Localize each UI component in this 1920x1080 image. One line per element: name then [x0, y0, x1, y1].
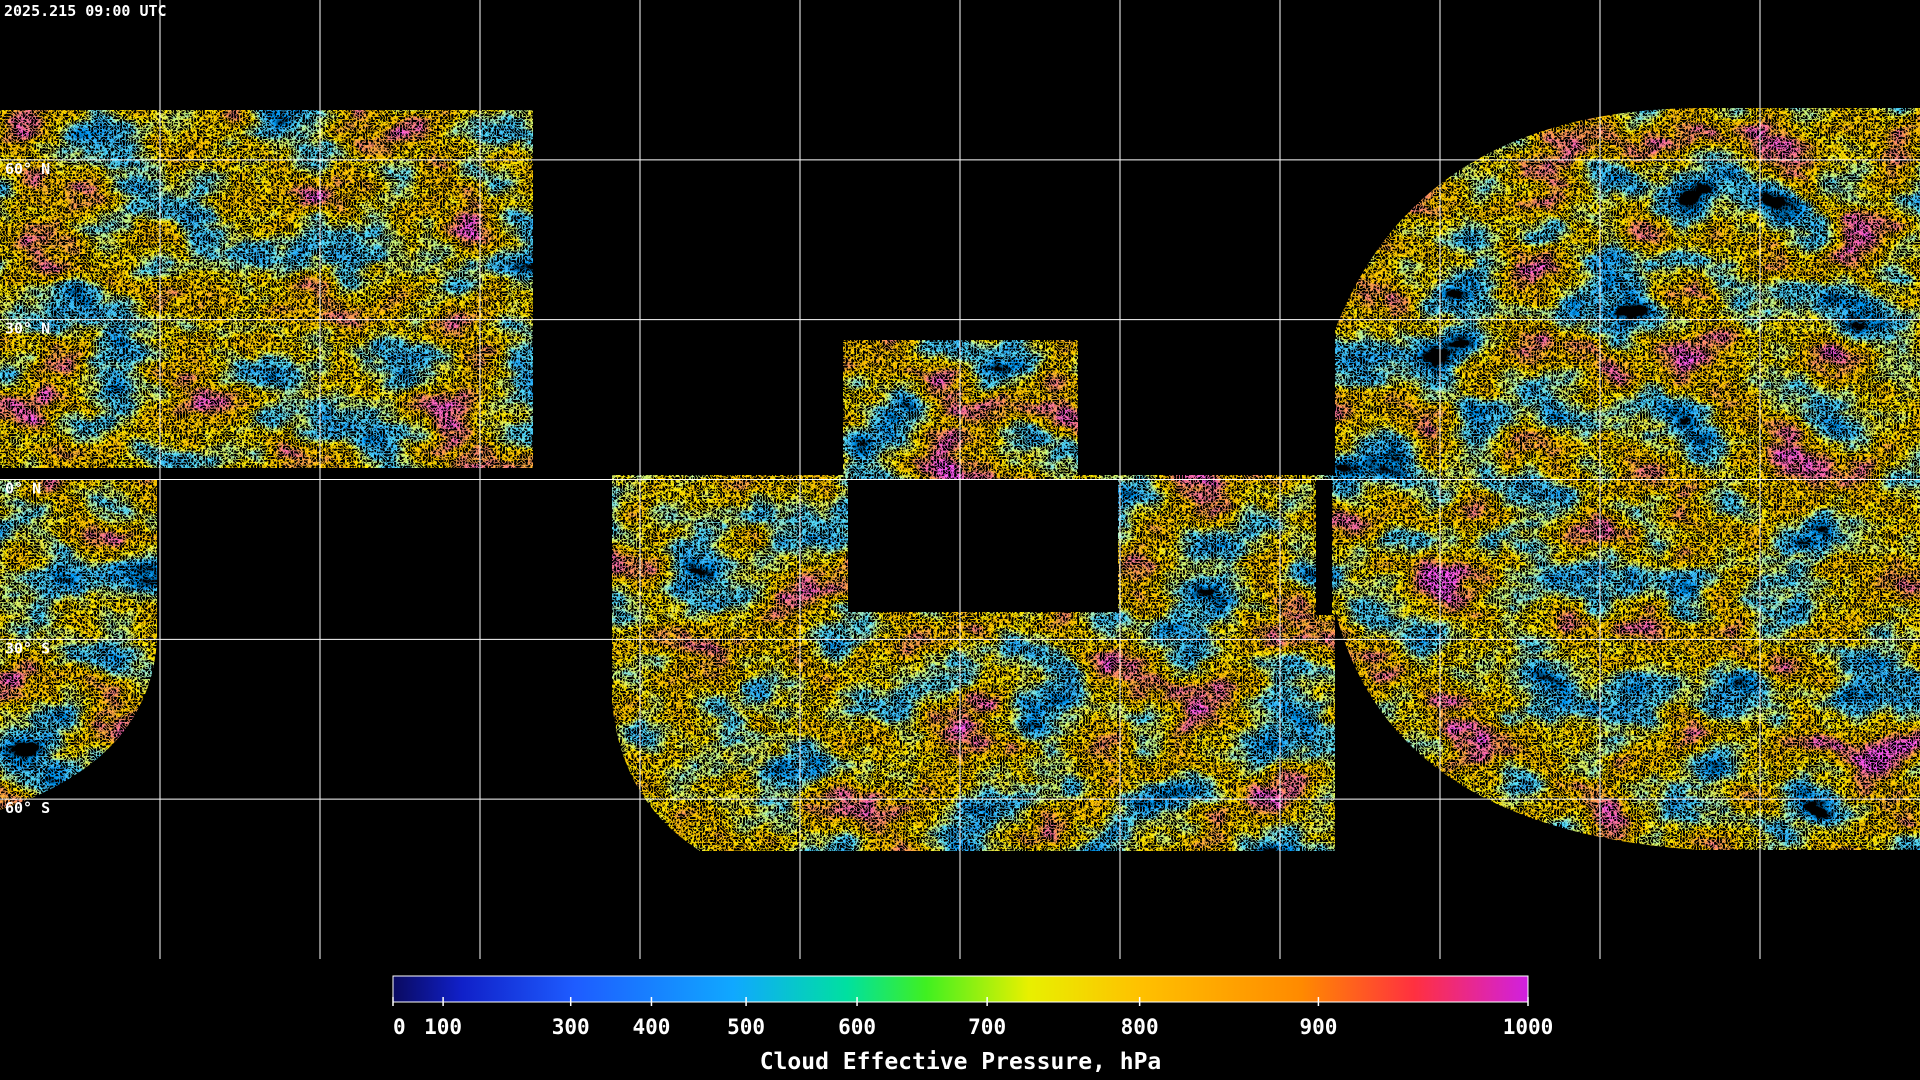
colorbar: 0 100 300 400 500 600 700 800 900 1000 Cloud Effec…	[392, 975, 1554, 1075]
timestamp: 2025.215 09:00 UTC	[4, 2, 167, 20]
colorbar-tick-label: 100	[424, 1015, 462, 1039]
colorbar-title: Cloud Effective Pressure, hPa	[760, 1049, 1162, 1075]
latitude-label: 30° N	[5, 320, 50, 338]
colorbar-tick-label: 800	[1121, 1015, 1159, 1039]
colorbar-tick-label: 300	[552, 1015, 590, 1039]
colorbar-scale	[392, 975, 1529, 1003]
colorbar-tick-label: 900	[1299, 1015, 1337, 1039]
colorbar-tick-label: 0	[393, 1015, 406, 1039]
colorbar-tick-label: 700	[968, 1015, 1006, 1039]
latitude-label: 60° S	[5, 799, 50, 817]
data-gap	[848, 480, 1118, 612]
latitude-label: 60° N	[5, 160, 50, 178]
data-gap	[1316, 480, 1332, 615]
latitude-label: 30° S	[5, 639, 50, 657]
colorbar-tick-label: 1000	[1503, 1015, 1554, 1039]
colorbar-tick-label: 500	[727, 1015, 765, 1039]
graticule: 60° N 30° N 0° N 30° S 60° S	[0, 0, 1920, 959]
latitude-label: 0° N	[5, 480, 41, 498]
colorbar-tick-label: 400	[632, 1015, 670, 1039]
colorbar-tick-label: 600	[838, 1015, 876, 1039]
